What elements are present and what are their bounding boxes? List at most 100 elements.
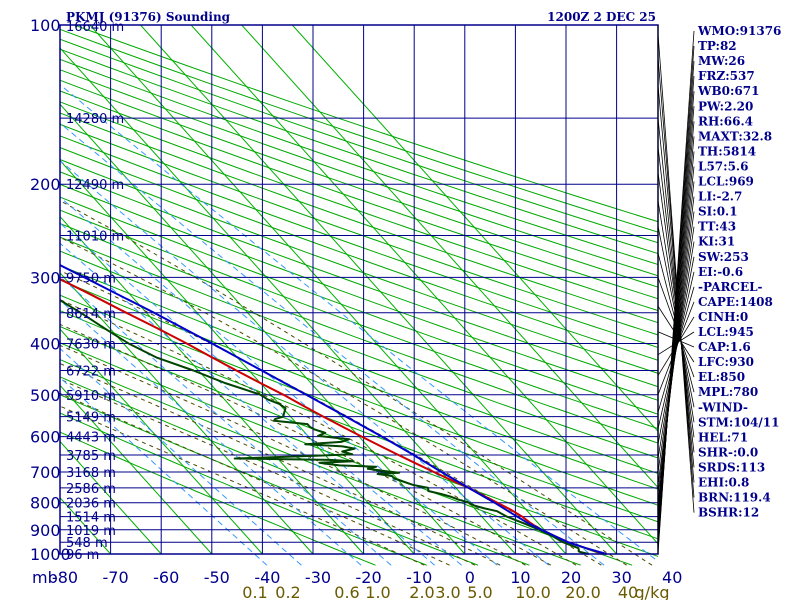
isotherm-line bbox=[0, 25, 9, 554]
pressure-tick-label: 800 bbox=[30, 494, 61, 513]
index-leader-line bbox=[657, 118, 695, 468]
dry-adiabat-line bbox=[60, 158, 658, 374]
pressure-tick-label: 100 bbox=[30, 16, 61, 35]
dry-adiabat-line bbox=[60, 69, 658, 277]
index-item: KI:31 bbox=[698, 235, 735, 249]
height-label: 1514 m bbox=[66, 511, 116, 526]
index-item: STM:104/11 bbox=[698, 415, 779, 429]
index-leader-line bbox=[657, 33, 695, 513]
index-item: EL:850 bbox=[698, 370, 745, 384]
temperature-tick-label: 20 bbox=[561, 568, 581, 587]
index-item: MPL:780 bbox=[698, 385, 758, 399]
pressure-unit-label: mb bbox=[32, 568, 58, 587]
profile-lines bbox=[60, 264, 607, 555]
index-leader-line bbox=[657, 172, 695, 438]
height-label: 3168 m bbox=[66, 466, 116, 481]
height-label: 7630 m bbox=[66, 337, 116, 352]
temperature-tick-label: -80 bbox=[52, 568, 78, 587]
temperature-tick-label: -60 bbox=[153, 568, 179, 587]
index-item: FRZ:537 bbox=[698, 69, 755, 83]
index-item: PW:2.20 bbox=[698, 99, 753, 113]
height-label: 9750 m bbox=[66, 271, 116, 286]
index-item: L57:5.6 bbox=[698, 159, 748, 173]
dry-adiabat-line bbox=[60, 90, 658, 300]
height-label: 1019 m bbox=[66, 524, 116, 539]
pressure-tick-label: 600 bbox=[30, 428, 61, 447]
dry-adiabat-line bbox=[60, 123, 658, 336]
moist-adiabat-line bbox=[60, 344, 526, 566]
moist-adiabat-line bbox=[60, 405, 425, 566]
dewpoint-line bbox=[60, 299, 590, 555]
index-item: HEL:71 bbox=[698, 430, 748, 444]
moist-adiabat-line bbox=[60, 362, 501, 566]
valid-time: 1200Z 2 DEC 25 bbox=[547, 10, 656, 24]
isotherm-line bbox=[60, 215, 364, 555]
index-item: -PARCEL- bbox=[698, 280, 763, 294]
index-leader-line bbox=[657, 301, 695, 395]
pressure-tick-label: 200 bbox=[30, 175, 61, 194]
index-leader-line bbox=[657, 331, 695, 356]
dry-adiabat-line bbox=[60, 394, 479, 566]
index-item: SW:253 bbox=[698, 250, 749, 264]
index-item: BSHR:12 bbox=[698, 506, 759, 520]
height-label: 548 m bbox=[66, 536, 108, 551]
plot-border bbox=[59, 24, 659, 555]
dry-adiabat-line bbox=[60, 279, 658, 506]
index-item: SI:0.1 bbox=[698, 205, 738, 219]
mixing-ratio-label: 3.0 bbox=[435, 583, 460, 600]
moist-adiabat-line bbox=[60, 200, 653, 566]
index-leader-line bbox=[657, 200, 695, 423]
index-item: RH:66.4 bbox=[698, 114, 753, 128]
dry-adiabat-line bbox=[74, 25, 658, 223]
index-item: CAPE:1408 bbox=[698, 295, 773, 309]
index-item: TH:5814 bbox=[698, 144, 756, 158]
temperature-tick-label: 10 bbox=[510, 568, 530, 587]
background-lines bbox=[0, 25, 658, 566]
index-panel-leaders bbox=[657, 25, 695, 554]
mixing-ratio-line bbox=[60, 122, 605, 566]
mixing-ratio-label: 10.0 bbox=[515, 583, 551, 600]
dry-adiabat-line bbox=[60, 264, 658, 490]
height-label: 3785 m bbox=[66, 449, 116, 464]
index-item: SRDS:113 bbox=[698, 460, 765, 474]
isotherm-line bbox=[89, 25, 567, 555]
height-label: 14280 m bbox=[66, 112, 124, 127]
mixing-ratio-label: 0.2 bbox=[275, 583, 300, 600]
temperature-tick-label: 40 bbox=[662, 568, 682, 587]
index-item: MW:26 bbox=[698, 54, 745, 68]
dry-adiabat-line bbox=[60, 236, 658, 459]
temperature-tick-label: -50 bbox=[204, 568, 230, 587]
index-leader-line bbox=[657, 253, 695, 393]
mixing-ratio-label: 0.1 bbox=[242, 583, 267, 600]
height-label: 2586 m bbox=[66, 482, 116, 497]
dry-adiabat-line bbox=[60, 135, 658, 348]
index-item: BRN:119.4 bbox=[698, 491, 771, 505]
mixing-ratio-label: 20.0 bbox=[565, 583, 601, 600]
mixing-ratio-line bbox=[60, 84, 658, 563]
height-label: 6722 m bbox=[66, 365, 116, 380]
isotherm-line bbox=[60, 384, 213, 555]
mixing-ratio-label: g/kg bbox=[635, 583, 670, 600]
index-leader-line bbox=[657, 286, 695, 413]
mixing-ratio-line bbox=[60, 196, 498, 566]
parcel-line bbox=[60, 264, 607, 555]
isotherm-line bbox=[190, 25, 658, 545]
index-item: SHR-:0.0 bbox=[698, 445, 758, 459]
index-item: WB0:671 bbox=[697, 84, 759, 98]
moist-adiabat-line bbox=[60, 299, 577, 566]
isotherm-line bbox=[60, 272, 314, 555]
isotherm-line bbox=[291, 25, 658, 433]
pressure-tick-label: 300 bbox=[30, 268, 61, 287]
temperature-tick-label: -70 bbox=[103, 568, 129, 587]
dry-adiabat-line bbox=[60, 79, 658, 288]
dry-adiabat-line bbox=[60, 209, 658, 430]
index-leader-line bbox=[657, 305, 695, 363]
index-item: CINH:0 bbox=[698, 310, 748, 324]
mixing-ratio-label: 1.0 bbox=[365, 583, 390, 600]
dry-adiabat-line bbox=[60, 431, 376, 566]
index-leader-line bbox=[657, 277, 695, 378]
temperature-line bbox=[60, 278, 607, 555]
dry-adiabat-line bbox=[60, 58, 658, 266]
